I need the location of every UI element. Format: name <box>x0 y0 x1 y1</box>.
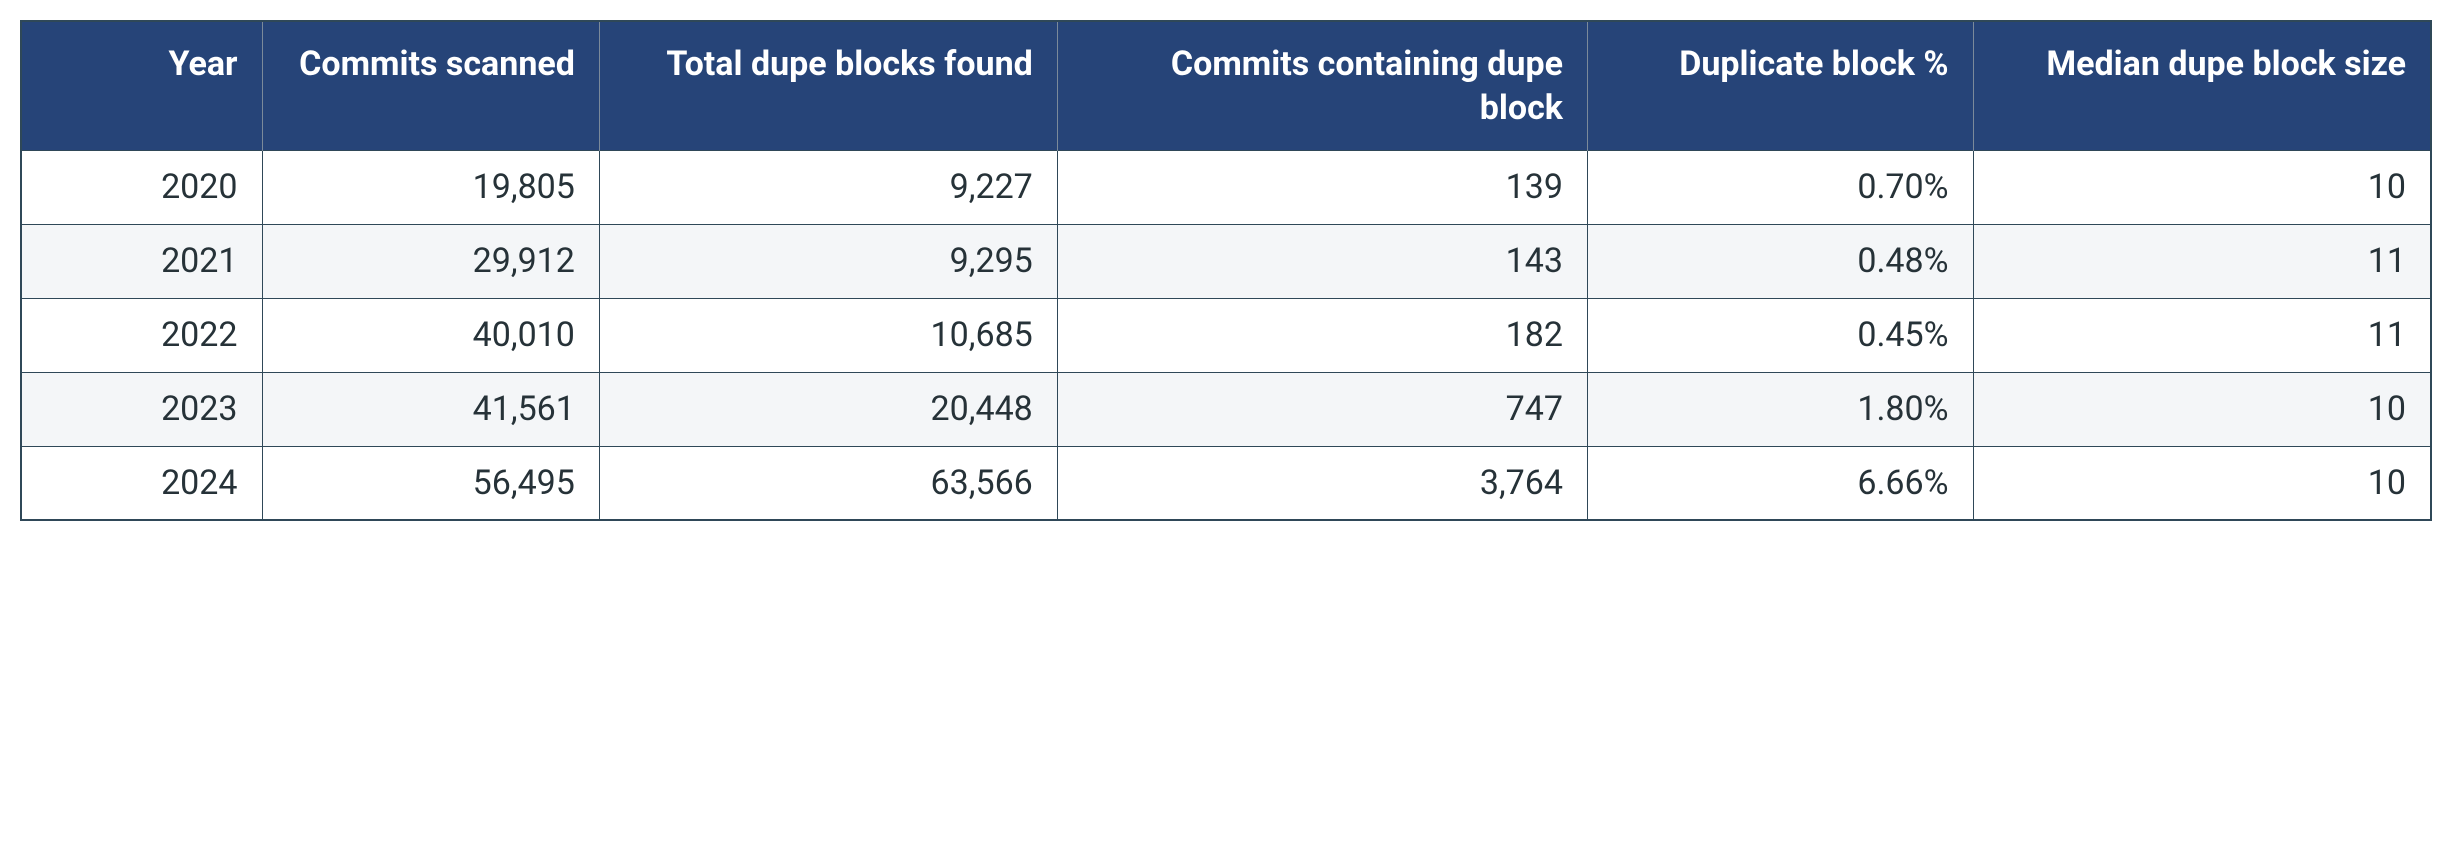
table-cell: 182 <box>1057 298 1587 372</box>
table-cell: 10 <box>1973 446 2431 520</box>
table-row: 202129,9129,2951430.48%11 <box>21 225 2431 299</box>
table-cell: 2020 <box>21 151 262 225</box>
table-row: 202456,49563,5663,7646.66%10 <box>21 446 2431 520</box>
table-cell: 0.45% <box>1587 298 1973 372</box>
table-cell: 2024 <box>21 446 262 520</box>
table-cell: 29,912 <box>262 225 599 299</box>
table-cell: 56,495 <box>262 446 599 520</box>
table-cell: 6.66% <box>1587 446 1973 520</box>
table-cell: 0.70% <box>1587 151 1973 225</box>
table-head: YearCommits scannedTotal dupe blocks fou… <box>21 21 2431 151</box>
table-row: 202019,8059,2271390.70%10 <box>21 151 2431 225</box>
table-cell: 139 <box>1057 151 1587 225</box>
column-header: Duplicate block % <box>1587 21 1973 151</box>
table-cell: 11 <box>1973 298 2431 372</box>
table-cell: 9,295 <box>599 225 1057 299</box>
table-cell: 41,561 <box>262 372 599 446</box>
table-body: 202019,8059,2271390.70%10202129,9129,295… <box>21 151 2431 520</box>
table-cell: 2023 <box>21 372 262 446</box>
table-cell: 63,566 <box>599 446 1057 520</box>
table-cell: 2021 <box>21 225 262 299</box>
column-header: Year <box>21 21 262 151</box>
table-row: 202240,01010,6851820.45%11 <box>21 298 2431 372</box>
table-cell: 40,010 <box>262 298 599 372</box>
dupe-stats-table: YearCommits scannedTotal dupe blocks fou… <box>20 20 2432 521</box>
table-cell: 10 <box>1973 151 2431 225</box>
table-cell: 10 <box>1973 372 2431 446</box>
column-header: Commits containing dupe block <box>1057 21 1587 151</box>
table-cell: 20,448 <box>599 372 1057 446</box>
table-cell: 3,764 <box>1057 446 1587 520</box>
table-row: 202341,56120,4487471.80%10 <box>21 372 2431 446</box>
table-cell: 19,805 <box>262 151 599 225</box>
table-cell: 143 <box>1057 225 1587 299</box>
column-header: Total dupe blocks found <box>599 21 1057 151</box>
table-cell: 9,227 <box>599 151 1057 225</box>
table-cell: 10,685 <box>599 298 1057 372</box>
table-cell: 747 <box>1057 372 1587 446</box>
column-header: Median dupe block size <box>1973 21 2431 151</box>
table-cell: 1.80% <box>1587 372 1973 446</box>
table-cell: 11 <box>1973 225 2431 299</box>
header-row: YearCommits scannedTotal dupe blocks fou… <box>21 21 2431 151</box>
table-cell: 2022 <box>21 298 262 372</box>
table-cell: 0.48% <box>1587 225 1973 299</box>
column-header: Commits scanned <box>262 21 599 151</box>
